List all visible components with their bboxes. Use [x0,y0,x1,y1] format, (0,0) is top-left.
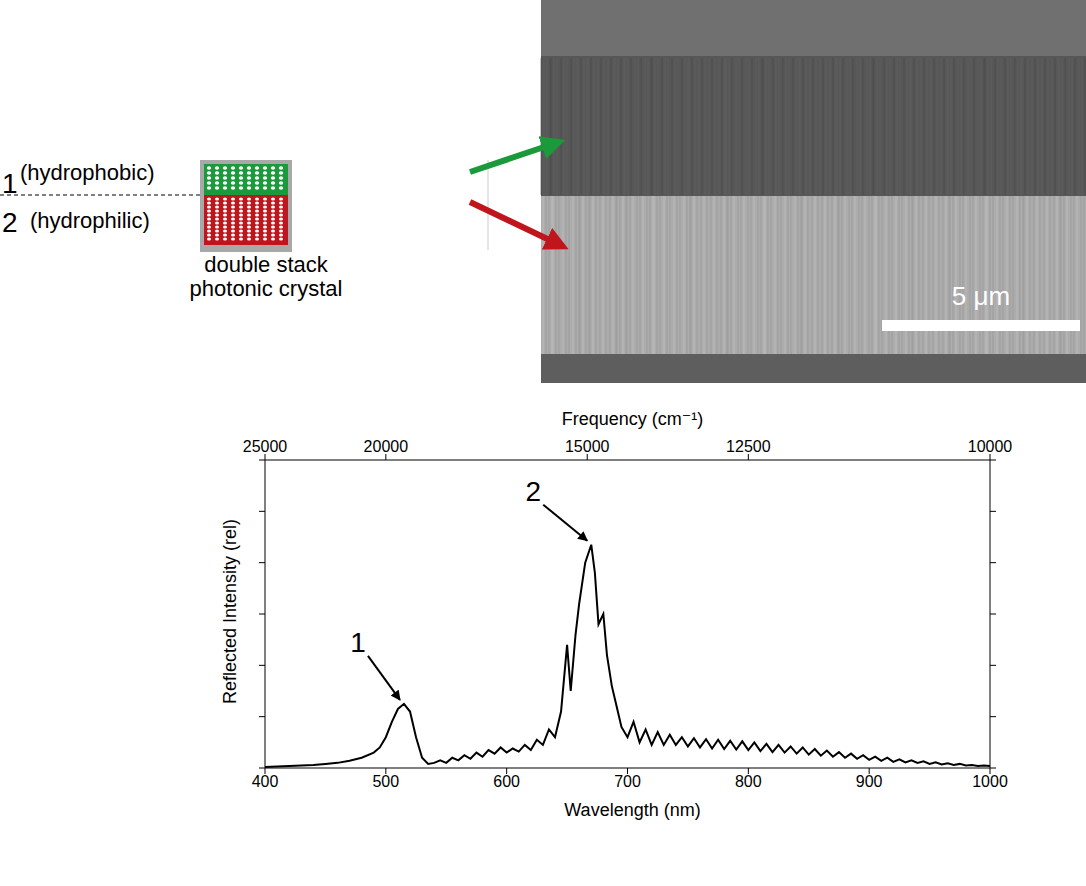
svg-text:20000: 20000 [364,438,409,455]
svg-text:900: 900 [856,773,883,790]
svg-text:1: 1 [350,627,366,658]
svg-text:photonic crystal: photonic crystal [190,276,343,301]
html-text:Wavelength (nm): Wavelength (nm) [564,800,701,820]
svg-text:double stack: double stack [204,252,329,277]
svg-text:5 μm: 5 μm [952,281,1010,311]
svg-text:700: 700 [614,773,641,790]
svg-text:25000: 25000 [243,438,288,455]
svg-text:(hydrophilic): (hydrophilic) [30,208,150,233]
svg-text:800: 800 [735,773,762,790]
svg-text:2: 2 [525,476,541,507]
svg-text:10000: 10000 [968,438,1013,455]
svg-text:(hydrophobic): (hydrophobic) [20,160,155,185]
svg-text:500: 500 [372,773,399,790]
html-text:Frequency (cm⁻¹): Frequency (cm⁻¹) [561,409,704,429]
svg-text:12500: 12500 [726,438,771,455]
svg-text:1: 1 [2,168,18,199]
svg-text:15000: 15000 [565,438,610,455]
svg-text:2: 2 [2,207,18,238]
svg-text:1000: 1000 [972,773,1008,790]
svg-text:600: 600 [493,773,520,790]
html-text:Reflected Intensity (rel): Reflected Intensity (rel) [219,519,240,704]
svg-text:400: 400 [252,773,279,790]
